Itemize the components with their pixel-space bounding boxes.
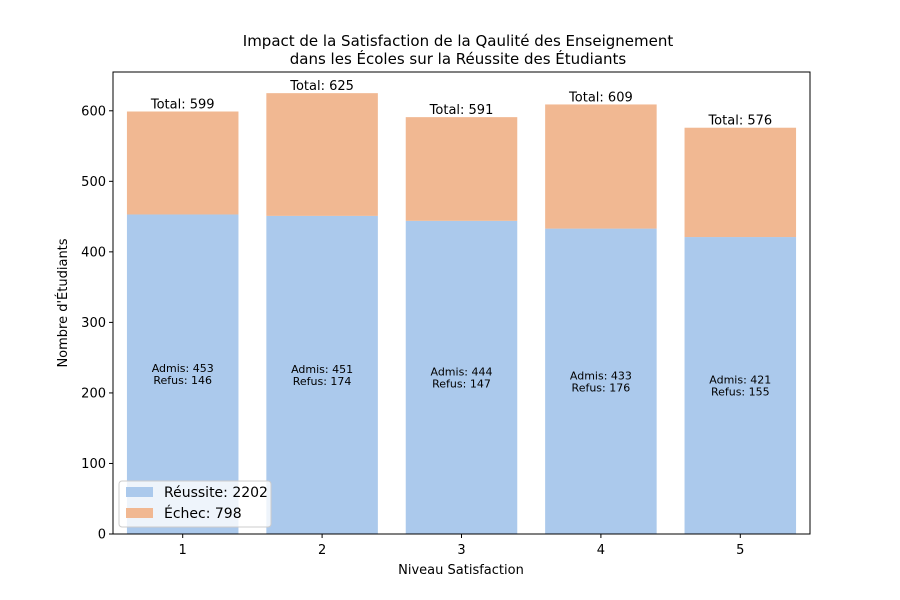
y-tick-label: 600 [81, 104, 106, 119]
bar-total-label: Total: 609 [568, 90, 633, 105]
bar-echec-2 [266, 93, 378, 216]
bar-admis-label: Admis: 453 [152, 362, 214, 375]
bar-echec-3 [405, 117, 518, 221]
bar-total-label: Total: 591 [429, 103, 494, 118]
bar-total-label: Total: 599 [150, 98, 215, 113]
y-tick-label: 200 [81, 386, 106, 401]
y-tick-label: 300 [81, 316, 106, 331]
bar-refus-label: Refus: 147 [432, 377, 491, 390]
y-tick-label: 100 [81, 457, 106, 472]
bar-total-label: Total: 576 [707, 114, 772, 129]
bar-refus-label: Refus: 174 [293, 375, 352, 388]
legend-swatch-reussite [126, 487, 153, 497]
y-tick-label: 400 [81, 245, 106, 260]
bar-echec-5 [684, 127, 797, 238]
x-tick-label: 1 [179, 543, 187, 558]
bar-reussite-5 [684, 237, 797, 535]
legend-swatch-echec [126, 508, 153, 518]
x-tick-label: 2 [318, 543, 326, 558]
bar-total-label: Total: 625 [289, 79, 354, 94]
legend-label-echec: Échec: 798 [164, 505, 242, 522]
x-tick-label: 5 [736, 543, 744, 558]
y-tick-label: 0 [98, 528, 106, 543]
bar-reussite-2 [266, 215, 378, 534]
bar-reussite-4 [545, 228, 657, 534]
legend-label-reussite: Réussite: 2202 [164, 485, 268, 501]
x-tick-label: 3 [457, 543, 465, 558]
y-axis-label: Nombre d'Étudiants [55, 238, 71, 367]
bar-admis-label: Admis: 451 [291, 363, 353, 376]
bar-admis-label: Admis: 421 [709, 374, 771, 387]
bar-echec-4 [545, 104, 657, 229]
y-tick-label: 500 [81, 175, 106, 190]
bar-admis-label: Admis: 433 [570, 369, 632, 382]
bars [126, 93, 797, 535]
bar-refus-label: Refus: 176 [572, 381, 631, 394]
bar-refus-label: Refus: 146 [153, 374, 212, 387]
x-axis-label: Niveau Satisfaction [398, 563, 524, 578]
bar-admis-label: Admis: 444 [430, 365, 492, 378]
chart-title-line-1: Impact de la Satisfaction de la Qaulité … [243, 32, 674, 50]
legend-box [118, 480, 272, 528]
x-tick-label: 4 [597, 543, 605, 558]
bar-refus-label: Refus: 155 [711, 386, 770, 399]
y-axis: 0 100 200 300 400 500 600 [81, 104, 113, 543]
chart-title-line-2: dans les Écoles sur la Réussite des Étud… [290, 49, 627, 68]
x-axis: 1 2 3 4 5 [179, 534, 744, 558]
legend: Réussite: 2202 Échec: 798 [118, 480, 272, 528]
total-labels: Total: 599 Total: 625 Total: 591 Total: 609… [150, 79, 772, 129]
chart-title: Impact de la Satisfaction de la Qaulité … [243, 32, 674, 68]
bar-echec-1 [126, 111, 239, 215]
bar-reussite-3 [405, 220, 518, 534]
